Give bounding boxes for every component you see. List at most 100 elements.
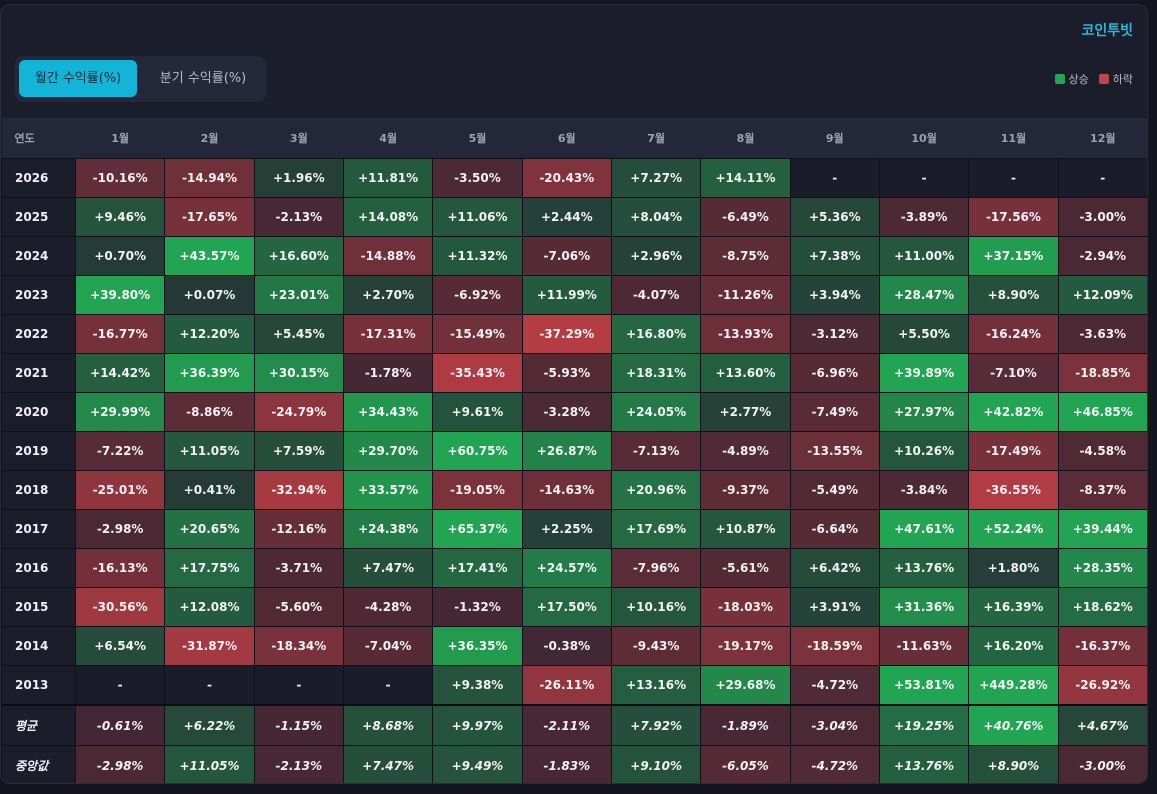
return-cell: +43.57% — [164, 236, 255, 276]
return-cell: -26.92% — [1057, 665, 1147, 706]
stat-cell: +19.25% — [878, 704, 970, 746]
return-cell: +3.94% — [789, 275, 880, 315]
return-cell: -16.13% — [74, 548, 166, 588]
return-cell: -18.03% — [700, 587, 791, 627]
return-cell: +14.11% — [700, 158, 791, 198]
legend-up-label: 상승 — [1068, 73, 1089, 86]
month-column-header: 7월 — [611, 118, 701, 159]
table-row: 2017 -2.98% +20.65% -12.16% +24.38% +65.37% +2… — [1, 509, 1147, 549]
tab-quarterly-returns[interactable]: 분기 수익률(%) — [159, 71, 247, 86]
return-cell: -6.64% — [789, 509, 880, 549]
stat-label-cell: 중앙값 — [1, 745, 76, 783]
return-cell: -3.12% — [789, 314, 880, 354]
return-cell: +2.25% — [521, 509, 612, 549]
return-cell: +36.35% — [432, 626, 523, 666]
return-cell: +7.38% — [789, 236, 880, 276]
return-cell: +28.47% — [878, 275, 970, 315]
return-cell: +10.26% — [878, 431, 970, 471]
return-cell: +13.76% — [878, 548, 970, 588]
year-cell: 2015 — [1, 587, 76, 627]
return-cell: -15.49% — [432, 314, 523, 354]
return-cell: +31.36% — [878, 587, 970, 627]
month-column-header: 5월 — [432, 118, 523, 159]
return-cell: -20.43% — [521, 158, 612, 198]
return-cell: -5.60% — [253, 587, 344, 627]
return-cell: +3.91% — [789, 587, 880, 627]
return-cell: +7.59% — [253, 431, 344, 471]
return-cell: +26.87% — [521, 431, 612, 471]
stat-cell: +9.10% — [610, 745, 702, 783]
return-cell: -7.10% — [968, 353, 1059, 393]
return-cell: +29.70% — [342, 431, 434, 471]
stat-cell: +7.92% — [610, 704, 702, 746]
table-row: 2021 +14.42% +36.39% +30.15% -1.78% -35.43% -5… — [1, 353, 1147, 393]
return-cell: -7.04% — [342, 626, 434, 666]
return-cell: +13.16% — [610, 665, 702, 706]
stat-cell: -2.11% — [521, 704, 612, 746]
return-cell: -3.89% — [878, 197, 970, 237]
return-cell: +10.87% — [700, 509, 791, 549]
year-cell: 2017 — [1, 509, 76, 549]
year-column-header: 연도 — [1, 118, 76, 159]
return-cell: -26.11% — [521, 665, 612, 706]
return-cell: -13.93% — [700, 314, 791, 354]
stat-cell: +8.68% — [342, 704, 434, 746]
return-cell: - — [74, 665, 166, 706]
return-cell: +17.41% — [432, 548, 523, 588]
return-cell: -17.56% — [968, 197, 1059, 237]
return-cell: -9.43% — [610, 626, 702, 666]
year-cell: 2013 — [1, 665, 76, 706]
monthly-returns-table: 연도 1월 2월 3월 4월 5월 6월 7월 8월 9월 10월 11월 12월 2026 -10.1… — [1, 118, 1147, 783]
month-column-header: 1월 — [75, 118, 165, 159]
return-cell: +65.37% — [432, 509, 523, 549]
stat-label-cell: 평균 — [1, 704, 76, 746]
brand-logo-text[interactable]: 코인투빗 — [1081, 23, 1133, 39]
return-cell: -2.98% — [74, 509, 166, 549]
return-cell: +12.20% — [164, 314, 255, 354]
return-cell: -4.07% — [610, 275, 702, 315]
return-cell: +17.75% — [164, 548, 255, 588]
tab-monthly-returns[interactable]: 월간 수익률(%) — [19, 60, 137, 97]
table-row: 2018 -25.01% +0.41% -32.94% +33.57% -19.05% -1… — [1, 470, 1147, 510]
average-row: 평균 -0.61% +6.22% -1.15% +8.68% +9.97% -2.11% +7… — [1, 704, 1147, 746]
return-cell: +16.39% — [968, 587, 1059, 627]
stat-cell: -3.00% — [1057, 745, 1147, 783]
year-cell: 2023 — [1, 275, 76, 315]
return-cell: - — [164, 665, 255, 706]
stat-cell: +11.05% — [164, 745, 255, 783]
return-cell: +9.61% — [432, 392, 523, 432]
return-cell: +6.42% — [789, 548, 880, 588]
return-cell: +30.15% — [253, 353, 344, 393]
return-cell: +34.43% — [342, 392, 434, 432]
return-cell: -16.77% — [74, 314, 166, 354]
month-column-header: 9월 — [790, 118, 880, 159]
return-cell: -37.29% — [521, 314, 612, 354]
stat-cell: -0.61% — [74, 704, 166, 746]
return-cell: +27.97% — [878, 392, 970, 432]
return-cell: - — [342, 665, 434, 706]
return-cell: -12.16% — [253, 509, 344, 549]
return-cell: +7.27% — [610, 158, 702, 198]
stat-cell: -2.98% — [74, 745, 166, 783]
return-cell: -7.96% — [610, 548, 702, 588]
return-cell: -5.49% — [789, 470, 880, 510]
month-column-header: 2월 — [164, 118, 255, 159]
return-cell: +20.65% — [164, 509, 255, 549]
return-cell: +11.05% — [164, 431, 255, 471]
return-cell: +14.42% — [74, 353, 166, 393]
return-cell: +12.09% — [1057, 275, 1147, 315]
return-cell: -7.13% — [610, 431, 702, 471]
return-cell: +53.81% — [878, 665, 970, 706]
return-cell: -1.32% — [432, 587, 523, 627]
return-cell: -7.49% — [789, 392, 880, 432]
table-row: 2014 +6.54% -31.87% -18.34% -7.04% +36.35% -0.… — [1, 626, 1147, 666]
return-cell: -4.28% — [342, 587, 434, 627]
stat-cell: -1.89% — [700, 704, 791, 746]
return-cell: +29.99% — [74, 392, 166, 432]
table-row: 2015 -30.56% +12.08% -5.60% -4.28% -1.32% +17.… — [1, 587, 1147, 627]
return-cell: -14.63% — [521, 470, 612, 510]
return-cell: -14.88% — [342, 236, 434, 276]
return-cell: +9.38% — [432, 665, 523, 706]
return-cell: - — [968, 158, 1059, 198]
stat-cell: +40.76% — [968, 704, 1059, 746]
